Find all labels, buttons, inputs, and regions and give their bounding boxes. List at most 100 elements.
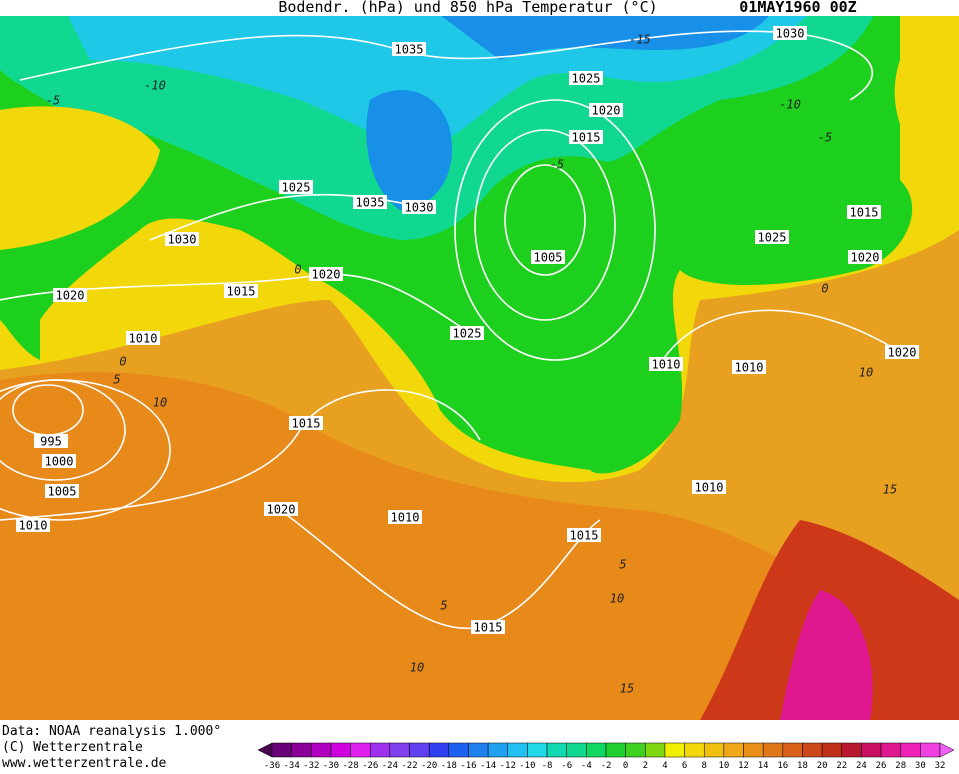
isobar-label-box [224, 284, 258, 298]
isobar-label: 1035 [395, 43, 424, 57]
isobar-label-box [569, 130, 603, 144]
colorbar-swatch [605, 742, 626, 758]
isobar-label: 1020 [888, 346, 917, 360]
temperature-label: 0 [294, 263, 301, 277]
colorbar-swatch [369, 742, 391, 758]
colorbar-tick-label: -14 [480, 761, 496, 770]
temperature-label: 5 [113, 373, 120, 387]
isobar-label-box [16, 518, 50, 532]
colorbar-tick-label: 0 [623, 761, 628, 770]
temperature-label: 5 [619, 558, 626, 572]
isobar-label-box [471, 620, 505, 634]
isobar-label-box [402, 200, 436, 214]
colorbar-swatch [546, 742, 567, 758]
colorbar-tick-label: -10 [519, 761, 535, 770]
colorbar-tick-label: -4 [581, 761, 592, 770]
colorbar-tick-label: -12 [500, 761, 516, 770]
colorbar-tick-label: -2 [601, 761, 612, 770]
isobar-label-box [289, 416, 323, 430]
colorbar-tick-label: -8 [542, 761, 553, 770]
isobar-label-box [388, 510, 422, 524]
isobar-label: 1030 [776, 27, 805, 41]
isobar-label: 1010 [735, 361, 764, 375]
colorbar-tick-label: -20 [421, 761, 437, 770]
temperature-label: 10 [610, 592, 624, 606]
isobar-label-box [353, 195, 387, 209]
isobar-label: 1005 [534, 251, 563, 265]
isobar-label-box [264, 502, 298, 516]
isobar-label-box [45, 484, 79, 498]
isobar-label-box [531, 250, 565, 264]
isobar-label: 1005 [48, 485, 77, 499]
colorbar-arrow-low [257, 742, 273, 758]
isobar-label-box [165, 232, 199, 246]
colorbar-swatch [350, 742, 371, 758]
colorbar-swatch [409, 742, 430, 758]
colorbar-tick-label: -32 [303, 761, 319, 770]
colorbar-tick-label: -26 [362, 761, 378, 770]
colorbar-tick-label: 32 [935, 761, 946, 770]
isobar-label: 1010 [652, 358, 681, 372]
colorbar-tick-label: 30 [915, 761, 926, 770]
isobar-label: 1015 [850, 206, 879, 220]
isobar-label-box [847, 205, 881, 219]
isobar-label-box [692, 480, 726, 494]
isobar-label: 1020 [267, 503, 296, 517]
isobar-label: 1015 [570, 529, 599, 543]
isobar-label: 1010 [695, 481, 724, 495]
isobar-label-box [773, 26, 807, 40]
isobar-label: 1015 [292, 417, 321, 431]
colorbar-swatch [428, 742, 450, 758]
colorbar-swatch [645, 742, 666, 758]
field-yellow-west [0, 106, 160, 250]
colorbar-swatch [448, 742, 469, 758]
isobar-label-box [309, 267, 343, 281]
field-blue [366, 0, 780, 210]
isobar-label: 1020 [851, 251, 880, 265]
colorbar-swatch [821, 742, 843, 758]
isobar-label: 1020 [312, 268, 341, 282]
temperature-label: 10 [410, 661, 424, 675]
isobar-label-box [279, 180, 313, 194]
isobars [0, 30, 901, 630]
header-bar [0, 0, 959, 16]
colorbar-tick-label: 18 [797, 761, 808, 770]
isobar-label-box [34, 434, 68, 448]
colorbar-swatch [861, 742, 882, 758]
temperature-label: 10 [153, 396, 167, 410]
isobar-label: 1025 [282, 181, 311, 195]
temperature-label: -10 [144, 79, 166, 93]
isobar-label: 1025 [758, 231, 787, 245]
colorbar-swatch [311, 742, 332, 758]
isobar-label: 1030 [405, 201, 434, 215]
isobar-label-box [42, 454, 76, 468]
isobar-label-box [53, 288, 87, 302]
isobar-label: 1010 [129, 332, 158, 346]
colorbar: -36 -34 -32 -30 -28 -26 -24 -22 -20 -18 -16 -14 -12-… [257, 742, 955, 771]
colorbar-swatch [566, 742, 587, 758]
isobar-label: 1010 [391, 511, 420, 525]
colorbar-tick-label: -22 [401, 761, 417, 770]
isobar-label: 1025 [572, 72, 601, 86]
temperature-label: 0 [821, 282, 828, 296]
footer-source: Data: NOAA reanalysis 1.000° [2, 724, 221, 739]
temperature-label: 15 [620, 682, 634, 696]
colorbar-tick-label: 22 [836, 761, 847, 770]
colorbar-swatch [723, 742, 744, 758]
isobar-label: 1030 [168, 233, 197, 247]
colorbar-swatch [802, 742, 823, 758]
isobar-label-box [569, 71, 603, 85]
colorbar-swatch [762, 742, 784, 758]
colorbar-tick-label: -18 [441, 761, 457, 770]
colorbar-tick-label: -36 [264, 761, 280, 770]
temperature-label: -10 [779, 98, 801, 112]
isobar-label: 1025 [453, 327, 482, 341]
isobar-label-box [126, 331, 160, 345]
isobar-label: 1015 [474, 621, 503, 635]
colorbar-arrow-high [939, 742, 955, 758]
footer-url: www.wetterzentrale.de [2, 756, 167, 770]
temperature-label: -5 [818, 131, 832, 145]
isobar-label-box [885, 345, 919, 359]
colorbar-tick-label: -34 [284, 761, 300, 770]
